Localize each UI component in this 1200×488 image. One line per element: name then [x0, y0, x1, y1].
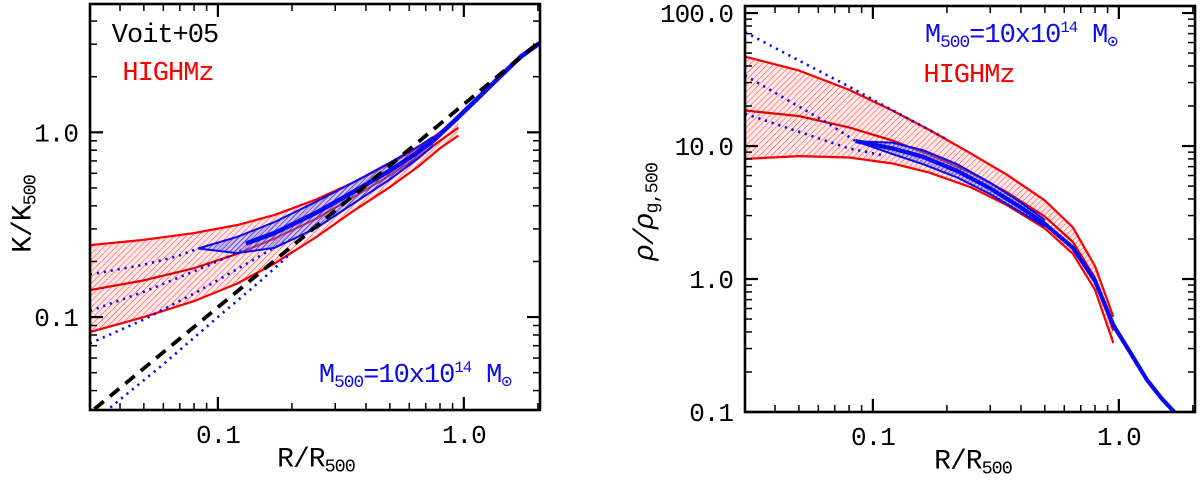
density-panel-blue-band-lower: [855, 140, 1046, 228]
entropy-panel-y-tick-label: 0.1: [34, 304, 78, 334]
mass-exponent: 14: [1060, 19, 1078, 38]
entropy-panel-blue-dotted-baseline: [105, 251, 293, 410]
mass-annotation-right: M500=10x1014 M⊙: [924, 19, 1118, 53]
density-panel-blue-dotted-top: [745, 30, 948, 141]
y-axis-label-right: ρ/ρg,500: [630, 163, 664, 261]
entropy-panel-blue-band-lower: [197, 145, 434, 255]
entropy-panel-x-tick-label: 1.0: [442, 421, 486, 451]
density-panel-frame: [743, 4, 1197, 414]
mass-annotation-left: M500=10x1014 M⊙: [318, 359, 512, 393]
density-panel-y-tick-label: 100.0: [660, 0, 733, 30]
mass-value: =10x10: [969, 20, 1061, 51]
density-panel-y-tick-label: 1.0: [689, 266, 733, 296]
density-panel-x-tick-label: 1.0: [1097, 423, 1141, 453]
entropy-panel-blue-band-upper: [197, 136, 434, 250]
density-panel-blue-band-upper: [855, 140, 1046, 221]
x-axis-label-left: R/R500: [277, 444, 356, 478]
density-panel-x-tick-label: 0.1: [851, 423, 895, 453]
entropy-panel: 0.1 1.0 0.1 1.0: [34, 2, 542, 451]
mass-value: =10x10: [363, 360, 455, 391]
entropy-panel-y-tick-label: 1.0: [34, 119, 78, 149]
legend-highmz-left-label: HIGHMz: [122, 59, 214, 89]
legend-highmz-right: HIGHMz: [923, 61, 1015, 91]
density-panel-red-band-upper: [745, 55, 1115, 318]
legend-voit05: Voit+05: [111, 21, 219, 51]
mass-symbol: M: [318, 360, 335, 391]
density-panel-blue-dotted-median: [745, 74, 857, 143]
density-panel-blue-model-median: [855, 139, 1176, 412]
entropy-panel-plot-area: [90, 39, 540, 410]
entropy-panel-frame: [88, 2, 542, 412]
mass-symbol: M: [924, 20, 941, 51]
density-panel: 0.1 1.0 0.1 1.0 10.0 100.0: [660, 0, 1197, 453]
mass-exponent: 14: [454, 359, 472, 378]
mass-subscript: 500: [334, 372, 364, 393]
y-axis-label-left: K/K500: [8, 175, 42, 253]
density-panel-y-tick-label: 10.0: [675, 133, 733, 163]
mass-subscript: 500: [940, 32, 970, 53]
legend-voit05-label: Voit+05: [111, 21, 219, 51]
sun-icon: ⊙: [1107, 32, 1118, 53]
entropy-panel-voit05-baseline: [93, 39, 540, 410]
legend-highmz-left: HIGHMz: [122, 59, 214, 89]
density-panel-ticks: [745, 6, 1195, 414]
solar-mass-symbol: M: [486, 360, 502, 391]
entropy-panel-ticks: [90, 4, 540, 410]
density-panel-red-band-lower: [745, 155, 1115, 344]
solar-mass-symbol: M: [1092, 20, 1108, 51]
sun-icon: ⊙: [501, 372, 512, 393]
density-panel-plot-area: [745, 30, 1176, 412]
entropy-panel-red-band-lower: [90, 134, 459, 334]
x-axis-label-right: R/R500: [934, 446, 1013, 480]
legend-highmz-right-label: HIGHMz: [923, 61, 1015, 91]
density-panel-blue-dotted-lower: [745, 112, 884, 157]
density-panel-highmz-red-band: [745, 56, 1114, 344]
density-panel-y-tick-label: 0.1: [689, 399, 733, 429]
entropy-panel-x-tick-label: 0.1: [196, 421, 240, 451]
entropy-panel-blue-dotted-upper: [90, 247, 199, 276]
entropy-panel-blue-dotted-median: [90, 246, 247, 313]
